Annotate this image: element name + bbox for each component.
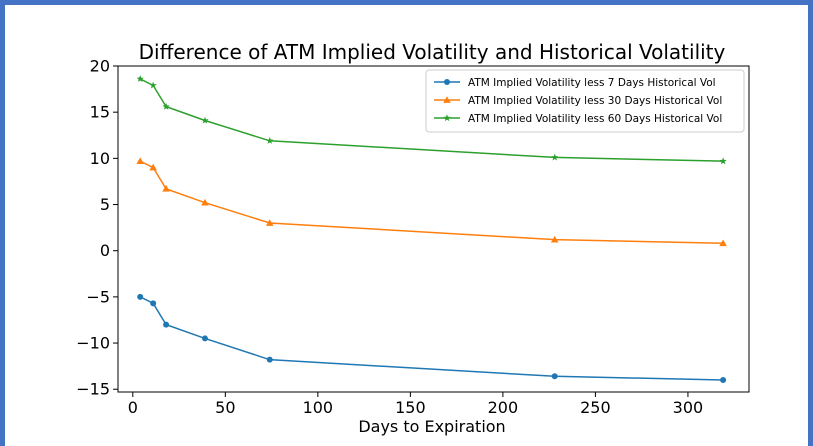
data-point	[136, 157, 145, 164]
chart-title: Difference of ATM Implied Volatility and…	[139, 40, 726, 64]
x-tick-label: 50	[215, 398, 235, 417]
legend-label: ATM Implied Volatility less 7 Days Histo…	[468, 77, 716, 89]
y-tick-label: −5	[86, 287, 110, 306]
y-tick-label: −15	[76, 380, 110, 399]
data-point	[149, 81, 157, 89]
data-point	[136, 75, 144, 82]
plot-area	[117, 65, 750, 393]
data-point	[163, 321, 170, 328]
data-point	[551, 153, 559, 161]
data-point	[265, 219, 274, 226]
x-axis: 0 50 100 150 200 250 300	[128, 392, 703, 417]
x-tick-label: 300	[673, 398, 704, 417]
x-tick-label: 150	[395, 398, 426, 417]
legend-marker	[443, 114, 451, 122]
legend-label: ATM Implied Volatility less 30 Days Hist…	[468, 95, 722, 107]
data-point	[719, 157, 727, 165]
data-point	[550, 235, 559, 243]
x-tick-label: 200	[488, 398, 519, 417]
y-tick-label: 10	[90, 149, 110, 168]
y-tick-label: 15	[90, 103, 110, 122]
data-point	[137, 293, 144, 300]
y-tick-label: 20	[90, 57, 110, 76]
y-tick-label: −10	[76, 334, 110, 353]
x-tick-label: 0	[128, 398, 138, 417]
legend-marker	[444, 79, 450, 85]
x-axis-label: Days to Expiration	[358, 417, 505, 436]
x-tick-label: 100	[303, 398, 334, 417]
series-line	[139, 296, 724, 381]
series-line	[139, 160, 724, 245]
data-point	[201, 116, 209, 124]
data-point	[719, 239, 727, 247]
legend-box	[425, 69, 745, 133]
legend-marker	[443, 96, 451, 103]
y-axis: −15 −10 −5 0 5 10 15 20	[76, 57, 118, 399]
data-point	[266, 137, 274, 144]
series-1	[137, 293, 727, 383]
data-point	[149, 163, 157, 171]
data-point	[150, 300, 157, 307]
data-point	[551, 373, 558, 380]
y-tick-label: 0	[100, 241, 110, 260]
series-3	[136, 75, 727, 165]
series-group	[136, 75, 727, 383]
data-point	[201, 335, 208, 342]
data-point	[266, 356, 273, 363]
data-point	[720, 376, 727, 383]
data-point	[162, 102, 170, 110]
y-tick-label: 5	[100, 195, 110, 214]
legend: ATM Implied Volatility less 7 Days Histo…	[425, 69, 745, 133]
x-tick-label: 250	[580, 398, 611, 417]
legend-label: ATM Implied Volatility less 60 Days Hist…	[468, 113, 722, 125]
data-point	[201, 198, 209, 206]
series-2	[136, 157, 727, 247]
data-point	[162, 185, 170, 192]
